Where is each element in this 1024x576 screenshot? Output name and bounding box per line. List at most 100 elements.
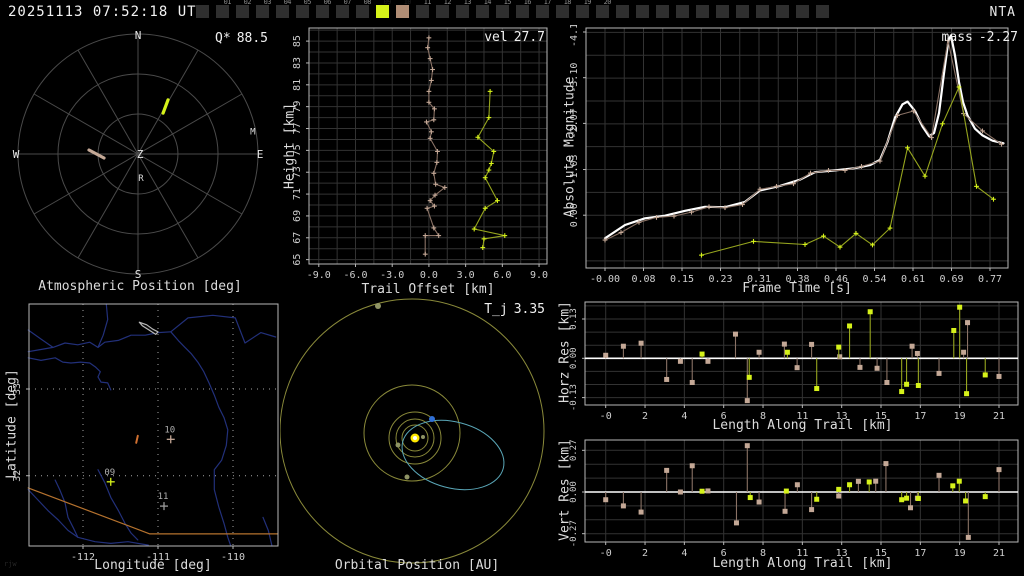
camera-10-horz-point [689, 379, 695, 385]
camera-10-vert-point [873, 478, 879, 484]
channel-box-label: 16 [523, 0, 532, 6]
top-status-bar: 20251113 07:52:18 UTC 01 02 03 04 05 06 07 08 09… [0, 0, 1024, 24]
y-tick-label: 67 [292, 232, 303, 244]
camera-10-horz-point [781, 341, 787, 347]
meteor-ground-track [135, 434, 139, 444]
x-tick-label: 6 [721, 548, 727, 559]
camera-10-vert-point [908, 505, 914, 511]
river [27, 357, 112, 391]
channel-box-blank-22[interactable] [636, 5, 649, 18]
y-tick-label: -2.07 [569, 108, 580, 138]
channel-box-12[interactable]: 12 [436, 0, 452, 18]
camera-10-vert-point [705, 488, 711, 494]
channel-box-05[interactable]: 05 [296, 0, 312, 18]
river [27, 331, 172, 353]
venus-dot [395, 442, 401, 448]
x-tick-label: 0.69 [939, 274, 963, 285]
y-tick-label: -4.13 [569, 25, 580, 47]
y-tick-label: 73 [292, 166, 303, 178]
camera-09-vert-point [899, 497, 905, 503]
channel-box-13[interactable]: 13 [456, 0, 472, 18]
y-tick-label: 77 [292, 122, 303, 134]
camera-09-horz-point [847, 323, 853, 329]
channel-box-09[interactable]: 09 [376, 0, 392, 18]
camera-10-horz-point [732, 331, 738, 337]
camera-10-horz-point [884, 379, 890, 385]
q-stat: Q* 88.5 [168, 31, 268, 46]
camera-10-horz-point [965, 320, 971, 326]
channel-box-14[interactable]: 14 [476, 0, 492, 18]
camera-10-horz-point [638, 340, 644, 346]
channel-box-06[interactable]: 06 [316, 0, 332, 18]
channel-box-blank-31[interactable] [816, 5, 829, 18]
channel-box-17[interactable]: 17 [536, 0, 552, 18]
channel-box-blank-28[interactable] [756, 5, 769, 18]
channel-box-label: 11 [423, 0, 432, 6]
camera-09-vert-point [814, 496, 820, 502]
horz-xlabel: Length Along Trail [km] [712, 418, 893, 433]
channel-box-07[interactable]: 07 [336, 0, 352, 18]
channel-box-label: 20 [603, 0, 612, 6]
camera-09-vert-point [847, 482, 853, 488]
x-tick-label: -0 [600, 411, 612, 422]
channel-box-blank-26[interactable] [716, 5, 729, 18]
channel-box-blank-30[interactable] [796, 5, 809, 18]
plot-border [584, 301, 1019, 406]
camera-10-vert-point [603, 497, 609, 503]
channel-box-03[interactable]: 03 [256, 0, 272, 18]
channel-box-blank-23[interactable] [656, 5, 669, 18]
x-tick-label: 13 [836, 411, 848, 422]
tj-stat-value: 3.35 [513, 302, 545, 317]
channel-box-16[interactable]: 16 [516, 0, 532, 18]
y-tick-label: 33 [12, 383, 23, 395]
camera-09-horz-point [836, 344, 842, 350]
camera-10-horz-point [874, 365, 880, 371]
camera-09-vert-point [982, 494, 988, 500]
watermark: rjw [4, 560, 17, 568]
river [54, 479, 149, 546]
channel-box-20[interactable]: 20 [596, 0, 612, 18]
channel-box-19[interactable]: 19 [576, 0, 592, 18]
camera-10-horz-point [857, 364, 863, 370]
camera-10-horz-point [914, 350, 920, 356]
channel-box-04[interactable]: 04 [276, 0, 292, 18]
camera-10-lightcurve-line [604, 39, 1003, 241]
x-tick-label: 0.08 [631, 274, 655, 285]
y-tick-label: -0.27 [569, 520, 579, 547]
channel-box-18[interactable]: 18 [556, 0, 572, 18]
channel-box-02[interactable]: 02 [236, 0, 252, 18]
channel-box-label: 06 [323, 0, 332, 6]
mars-orbit [363, 384, 461, 482]
camera-10-vert-point [809, 507, 815, 513]
y-tick-label: -0.13 [569, 384, 579, 411]
channel-box-blank-24[interactable] [676, 5, 689, 18]
zenith-label: Z [137, 148, 144, 161]
channel-box-blank-21[interactable] [616, 5, 629, 18]
channel-box-15[interactable]: 15 [496, 0, 512, 18]
mercury-orbit [401, 424, 429, 452]
sun-core [413, 436, 417, 440]
channel-box-10[interactable]: 10 [396, 0, 412, 18]
camera-09-horz-point [904, 381, 910, 387]
channel-box-01[interactable]: 01 [216, 0, 232, 18]
camera-10-vert-point [965, 534, 971, 540]
atmospheric-position-plot: N S E W Z R M [13, 29, 264, 281]
channel-box-label: 08 [363, 0, 372, 6]
channel-box-blank-25[interactable] [696, 5, 709, 18]
channel-box-08[interactable]: 08 [356, 0, 372, 18]
camera-10-vert-point [794, 482, 800, 488]
x-tick-label: 17 [914, 411, 926, 422]
camera-09-vert-point [915, 495, 921, 501]
camera-10-horz-point [664, 376, 670, 382]
compass-west-label: W [13, 148, 20, 161]
channel-box-blank-29[interactable] [776, 5, 789, 18]
camera-10-horz-point [909, 343, 915, 349]
channel-box-blank-0[interactable] [196, 5, 209, 18]
channel-box-11[interactable]: 11 [416, 0, 432, 18]
x-tick-label: 15 [875, 548, 887, 559]
camera-10-vert-point [664, 467, 670, 473]
x-tick-label: 0.46 [824, 274, 848, 285]
channel-box-blank-27[interactable] [736, 5, 749, 18]
river [27, 489, 79, 538]
